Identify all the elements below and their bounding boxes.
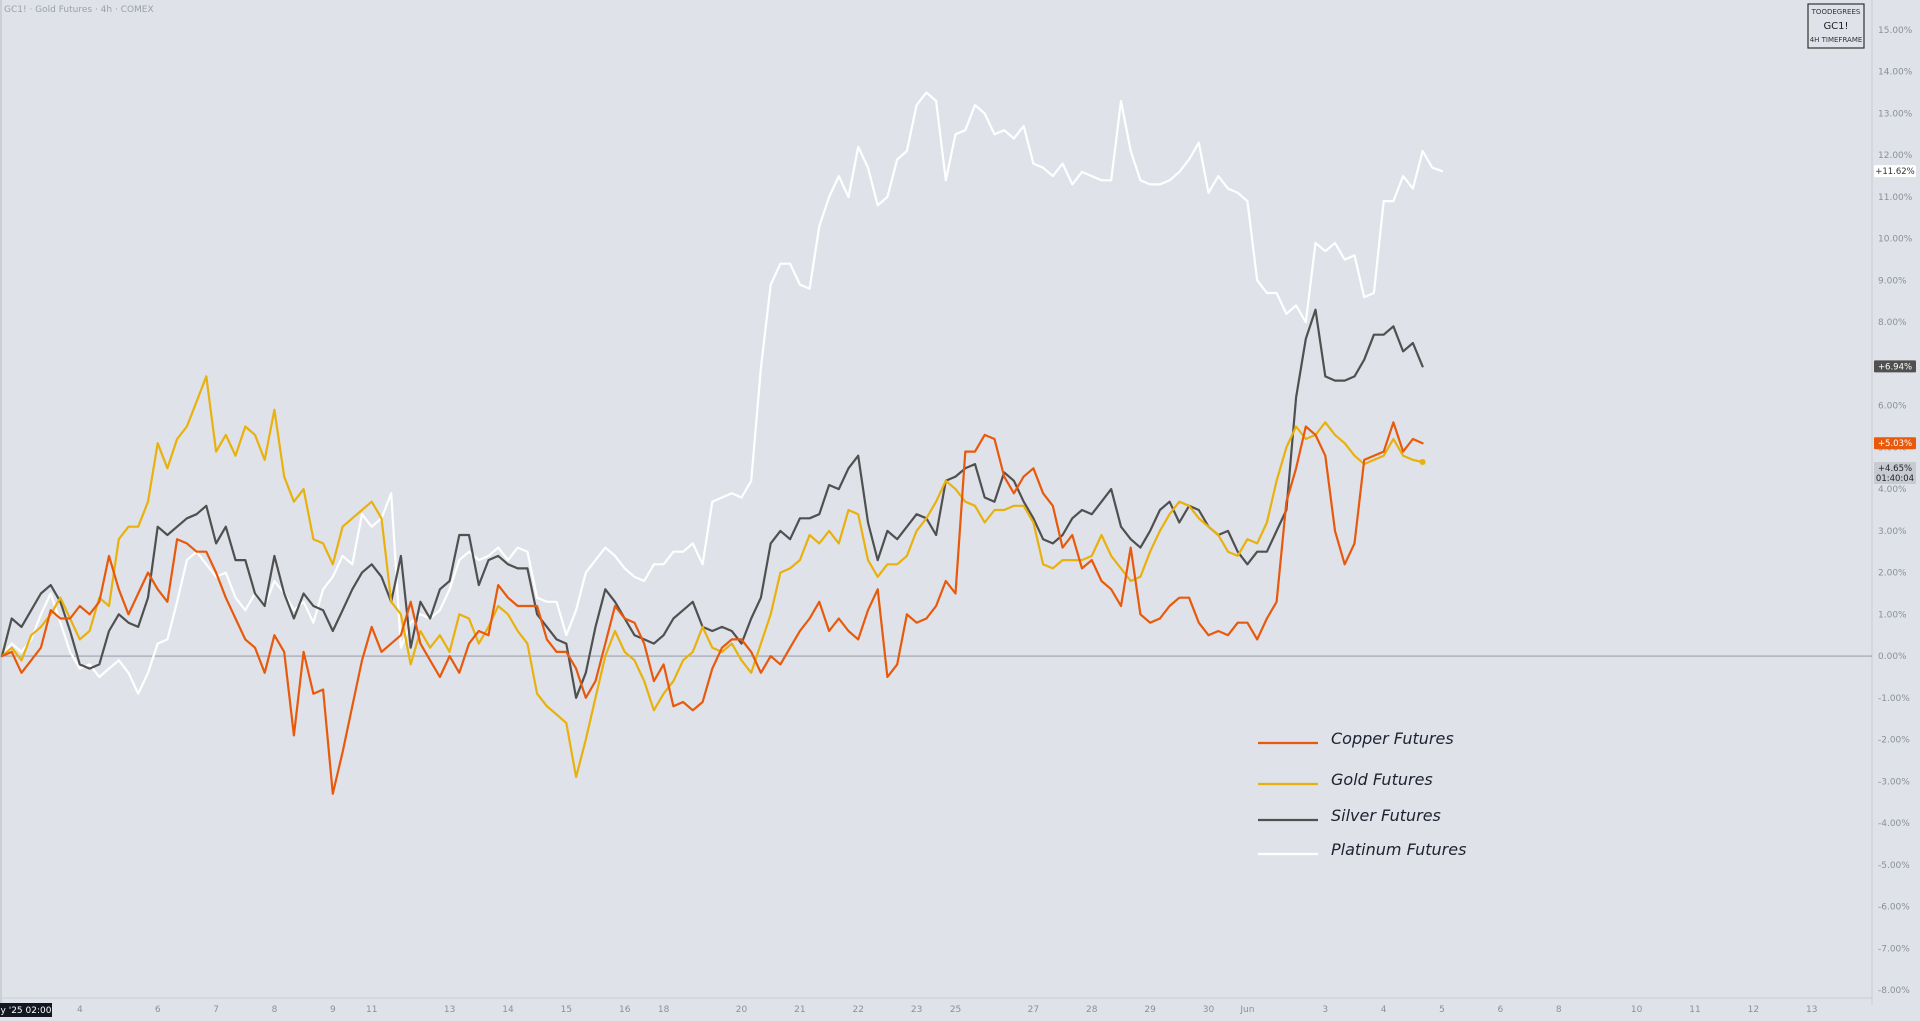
y-tick-label: 4.00% xyxy=(1878,485,1907,495)
x-cursor-label: y '25 02:00 xyxy=(1,1006,52,1016)
y-tick-label: 3.00% xyxy=(1878,527,1907,537)
y-tick-label: 10.00% xyxy=(1878,235,1913,245)
copper-series-line xyxy=(0,421,1424,795)
silver-price-label: +6.94% xyxy=(1878,362,1912,372)
x-tick-label: 9 xyxy=(330,1005,336,1015)
legend-copper: Copper Futures xyxy=(1258,729,1454,748)
gold-price-label: +4.65% xyxy=(1878,464,1912,474)
y-tick-label: 15.00% xyxy=(1878,26,1913,36)
x-tick-label: 15 xyxy=(561,1005,572,1015)
x-axis: 346789111314151618202122232527282930Jun3… xyxy=(0,997,1872,1017)
copper-price-label-box xyxy=(1874,437,1916,450)
copper-price-label: +5.03% xyxy=(1878,439,1912,449)
y-tick-label: -1.00% xyxy=(1878,694,1910,704)
y-tick-label: 6.00% xyxy=(1878,402,1907,412)
y-tick-label: -5.00% xyxy=(1878,861,1910,871)
price-labels: +5.03% +4.65%01:40:04 +6.94% +11.62% xyxy=(1874,165,1916,484)
gold-series-line xyxy=(0,375,1424,779)
legend-platinum: Platinum Futures xyxy=(1258,840,1466,859)
y-tick-label: 8.00% xyxy=(1878,318,1907,328)
x-tick-label: 6 xyxy=(155,1005,161,1015)
x-tick-label: 4 xyxy=(1381,1005,1387,1015)
x-tick-label: 13 xyxy=(444,1005,455,1015)
legend-silver-label: Silver Futures xyxy=(1331,806,1441,825)
x-cursor-box xyxy=(0,1003,52,1017)
y-tick-label: 12.00% xyxy=(1878,151,1913,161)
y-tick-label: 11.00% xyxy=(1878,193,1913,203)
x-tick-label: 11 xyxy=(366,1005,377,1015)
gold-price-label-box xyxy=(1874,462,1916,484)
x-tick-label: 12 xyxy=(1748,1005,1759,1015)
x-tick-label: 5 xyxy=(1439,1005,1445,1015)
platinum-series-line xyxy=(0,91,1444,695)
badge-line2: GC1! xyxy=(1823,21,1848,32)
watermark-badge: TOODEGREES GC1! 4H TIMEFRAME xyxy=(1807,3,1865,49)
x-tick-label: 6 xyxy=(1498,1005,1504,1015)
legend-silver: Silver Futures xyxy=(1258,806,1441,825)
legend-gold-label: Gold Futures xyxy=(1331,770,1433,789)
x-tick-label: 4 xyxy=(77,1005,83,1015)
x-tick-label: 18 xyxy=(658,1005,670,1015)
y-tick-label: 2.00% xyxy=(1878,569,1907,579)
y-tick-label: -7.00% xyxy=(1878,944,1910,954)
platinum-price-label: +11.62% xyxy=(1875,167,1915,177)
y-tick-label: 0.00% xyxy=(1878,652,1907,662)
gold-last-point xyxy=(1419,459,1426,465)
silver-series-line xyxy=(0,308,1424,699)
x-tick-label: 10 xyxy=(1631,1005,1643,1015)
x-tick-label: 28 xyxy=(1086,1005,1098,1015)
x-tick-label: 8 xyxy=(1556,1005,1562,1015)
x-tick-label: 21 xyxy=(794,1005,805,1015)
x-tick-label: 11 xyxy=(1689,1005,1700,1015)
symbol-text: GC1! · Gold Futures · 4h · COMEX xyxy=(4,5,154,15)
y-tick-label: -6.00% xyxy=(1878,903,1910,913)
silver-price-label-box xyxy=(1874,360,1916,373)
y-tick-label: 14.00% xyxy=(1878,68,1913,78)
platinum-price-label-box xyxy=(1874,165,1916,178)
badge-line1: TOODEGREES xyxy=(1811,8,1861,16)
y-tick-label: 13.00% xyxy=(1878,109,1913,119)
x-tick-label: Jun xyxy=(1239,1005,1254,1015)
y-tick-label: -3.00% xyxy=(1878,777,1910,787)
badge-line3: 4H TIMEFRAME xyxy=(1810,36,1863,44)
x-tick-label: 13 xyxy=(1806,1005,1817,1015)
x-tick-label: 14 xyxy=(502,1005,514,1015)
x-tick-label: 20 xyxy=(736,1005,748,1015)
x-tick-label: 3 xyxy=(1322,1005,1328,1015)
series-layer xyxy=(0,91,1444,795)
x-tick-label: 16 xyxy=(619,1005,631,1015)
x-tick-label: 25 xyxy=(950,1005,961,1015)
gold-price-label-countdown: 01:40:04 xyxy=(1876,474,1914,484)
y-tick-label: -4.00% xyxy=(1878,819,1910,829)
header: GC1! · Gold Futures · 4h · COMEX TOODEGR… xyxy=(4,3,1865,49)
legend-platinum-label: Platinum Futures xyxy=(1331,840,1466,859)
legend: Copper Futures Gold Futures Silver Futures… xyxy=(1258,729,1466,859)
x-tick-label: 23 xyxy=(911,1005,922,1015)
y-tick-label: -2.00% xyxy=(1878,736,1910,746)
x-tick-label: 27 xyxy=(1028,1005,1039,1015)
x-tick-label: 7 xyxy=(213,1005,219,1015)
x-tick-label: 29 xyxy=(1144,1005,1156,1015)
legend-copper-label: Copper Futures xyxy=(1331,729,1454,748)
x-tick-label: 8 xyxy=(272,1005,278,1015)
x-tick-label: 30 xyxy=(1203,1005,1215,1015)
y-tick-label: 1.00% xyxy=(1878,610,1907,620)
x-tick-label: 22 xyxy=(853,1005,864,1015)
y-tick-label: 9.00% xyxy=(1878,276,1907,286)
y-tick-label: -8.00% xyxy=(1878,986,1910,996)
legend-gold: Gold Futures xyxy=(1258,770,1433,789)
